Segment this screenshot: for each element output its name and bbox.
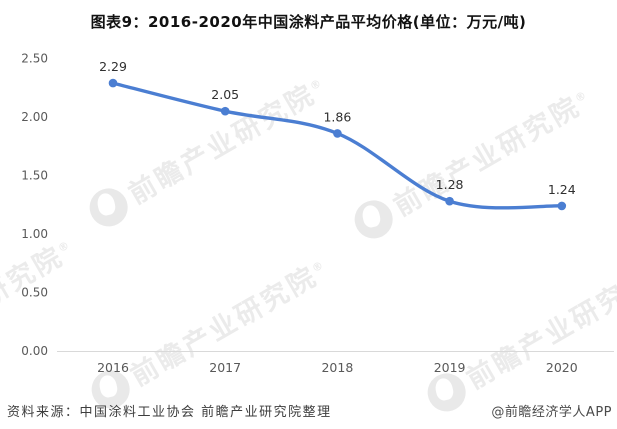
data-point-marker xyxy=(445,196,454,206)
y-axis-tick-label: 1.00 xyxy=(21,227,48,241)
x-axis-category-label: 2020 xyxy=(546,360,578,375)
y-axis-tick-label: 2.00 xyxy=(21,110,48,124)
data-point-label: 2.05 xyxy=(211,87,239,102)
data-point-label: 1.86 xyxy=(323,109,351,124)
y-axis-tick-label: 1.50 xyxy=(21,169,48,183)
data-point-marker xyxy=(333,129,342,138)
app-credit: @前瞻经济学人APP xyxy=(491,405,612,420)
data-point-marker xyxy=(220,106,230,116)
data-point-label: 2.29 xyxy=(99,59,127,74)
data-point-marker xyxy=(557,201,567,211)
line-series xyxy=(111,81,564,210)
y-axis-tick-label: 0.00 xyxy=(21,344,48,358)
x-axis-category-label: 2017 xyxy=(209,360,241,375)
source-note: 资料来源：中国涂料工业协会 前瞻产业研究院整理 xyxy=(7,405,332,420)
x-axis-category-label: 2019 xyxy=(434,360,466,375)
data-point-label: 1.24 xyxy=(548,182,576,197)
y-axis-tick-label: 0.50 xyxy=(21,286,48,300)
y-axis-tick-label: 2.50 xyxy=(21,52,48,66)
data-point-marker xyxy=(108,78,118,88)
x-axis-category-label: 2018 xyxy=(321,360,353,375)
chart-title: 图表9：2016-2020年中国涂料产品平均价格(单位：万元/吨) xyxy=(90,13,527,31)
x-axis-category-label: 2016 xyxy=(97,360,129,375)
data-point-label: 1.28 xyxy=(436,177,464,192)
